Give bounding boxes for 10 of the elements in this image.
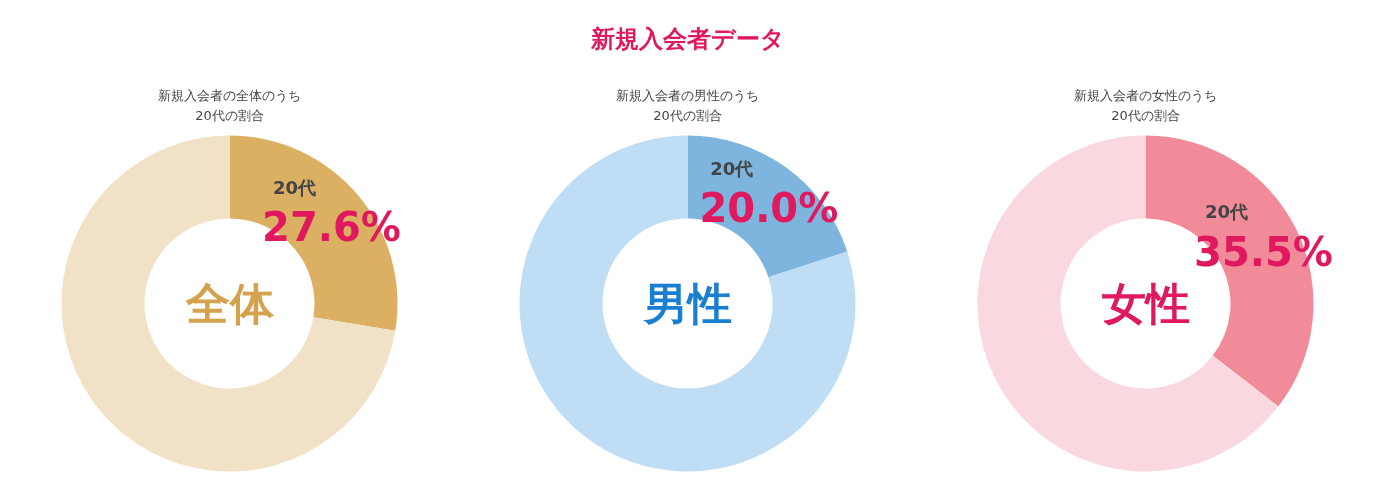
slice-label: 20代 [710,157,754,179]
text: 女性 [1101,278,1190,329]
slice-label: 20代 [1204,201,1249,223]
chart-subtitle: 新規入会者の女性のうち 20代の割合 [1074,88,1217,123]
chart-title: 新規入会者データ [589,24,785,53]
text: 男性 [641,278,732,329]
chart-subtitle: 新規入会者の全体のうち 20代の割合 [158,88,301,123]
slice-label: 20代 [272,176,317,198]
chart-subtitle: 新規入会者の男性のうち 20代の割合 [616,88,759,123]
text: 全体 [184,278,275,329]
